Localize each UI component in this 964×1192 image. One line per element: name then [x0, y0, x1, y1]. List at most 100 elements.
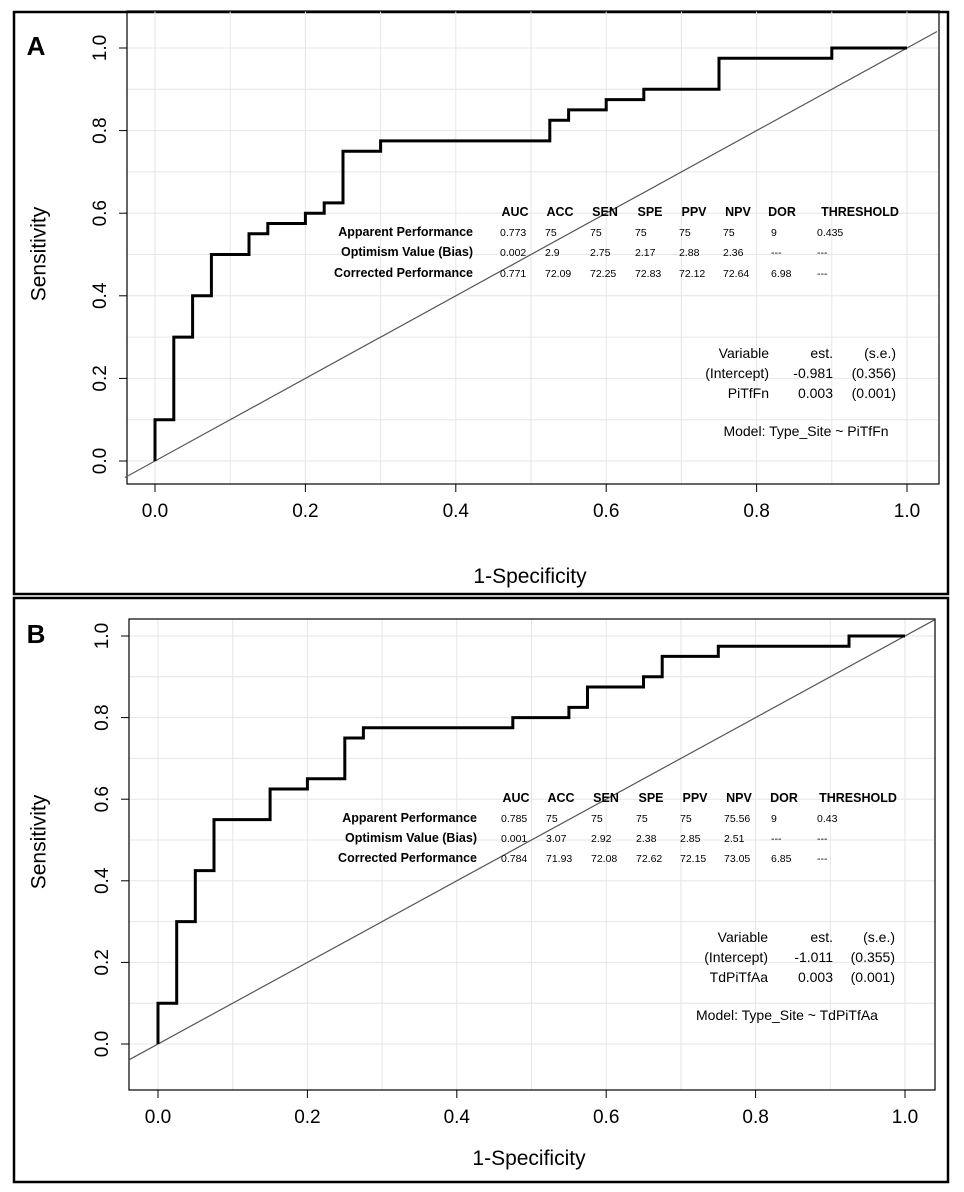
table-cell: 75 [591, 813, 603, 825]
table-cell: 73.05 [724, 853, 750, 865]
table-header-auc: AUC [502, 791, 529, 805]
panel-label: B [27, 619, 46, 649]
table-header-spe: SPE [638, 791, 663, 805]
table-cell: 0.002 [500, 247, 526, 259]
panel-label: A [27, 31, 46, 61]
y-tick-label: 0.0 [92, 1031, 113, 1057]
table-cell: 75 [635, 227, 647, 239]
table-cell: --- [817, 247, 828, 259]
table-cell: 0.771 [500, 268, 526, 280]
x-tick-label: 0.4 [444, 1107, 471, 1128]
table-cell: --- [817, 853, 828, 865]
table-header-npv: NPV [725, 205, 751, 219]
y-tick-label: 1.0 [90, 35, 111, 61]
plot-area-border [128, 618, 936, 1091]
x-tick-label: 0.8 [743, 501, 769, 522]
coef-header: (s.e.) [863, 929, 895, 945]
y-axis-label: Sensitivity [28, 206, 51, 301]
x-axis-label: 1-Specificity [473, 565, 587, 588]
table-header-sen: SEN [593, 791, 619, 805]
x-tick-label: 1.0 [894, 501, 920, 522]
table-cell: 6.85 [771, 853, 792, 865]
coef-cell: 0.003 [798, 385, 833, 401]
table-cell: 6.98 [771, 268, 792, 280]
table-cell: --- [817, 833, 828, 845]
table-row-label: Corrected Performance [334, 266, 473, 280]
panel-b: 0.0 0.2 0.4 0.6 0.8 1.0 0.0 0.2 0.4 0.6 0.8 1.0 1-Sp… [12, 596, 950, 1184]
table-cell: 0.001 [501, 833, 527, 845]
panel-a: 0.0 0.2 0.4 0.6 0.8 1.0 0.0 0.2 0.4 0.6 0.8 1.0 1-Sp… [12, 10, 950, 596]
table-row-label: Apparent Performance [338, 225, 473, 239]
coef-header: Variable [719, 345, 770, 361]
table-cell: 2.75 [590, 247, 611, 259]
table-header-npv: NPV [726, 791, 752, 805]
table-header-threshold: THRESHOLD [819, 791, 897, 805]
coef-cell: PiTfFn [728, 385, 769, 401]
coef-cell: (0.356) [852, 365, 896, 381]
coef-cell: 0.003 [798, 969, 833, 985]
y-axis-label: Sensitivity [28, 794, 51, 889]
table-cell: 75 [545, 227, 557, 239]
table-header-ppv: PPV [681, 205, 707, 219]
x-tick-label: 0.2 [294, 1107, 320, 1128]
x-tick-label: 0.8 [742, 1107, 768, 1128]
table-cell: 2.17 [635, 247, 656, 259]
y-tick-label: 0.2 [90, 365, 111, 391]
table-cell: 75 [636, 813, 648, 825]
x-tick-label: 0.2 [292, 501, 318, 522]
plot-area-border [126, 10, 940, 485]
x-tick-label: 0.6 [593, 501, 619, 522]
table-cell: 2.92 [591, 833, 612, 845]
table-row-label: Apparent Performance [342, 811, 477, 825]
table-cell: 75.56 [724, 813, 750, 825]
roc-curve-line [153, 46, 907, 461]
table-cell: 72.08 [591, 853, 617, 865]
table-cell: 75 [679, 227, 691, 239]
coef-cell: -0.981 [793, 365, 833, 381]
table-cell: 71.93 [546, 853, 572, 865]
panel-frame [12, 596, 950, 1184]
table-cell: 2.38 [636, 833, 657, 845]
table-header-dor: DOR [770, 791, 798, 805]
table-cell: 72.15 [680, 853, 706, 865]
y-tick-label: 0.2 [92, 949, 113, 975]
reference-diagonal-line [127, 619, 936, 1061]
table-row-label: Corrected Performance [338, 851, 477, 865]
coef-header: est. [810, 929, 833, 945]
y-tick-label: 0.8 [92, 704, 113, 730]
table-cell: 72.25 [590, 268, 616, 280]
table-header-threshold: THRESHOLD [821, 205, 899, 219]
y-tick-label: 1.0 [92, 623, 113, 649]
table-cell: 72.12 [679, 268, 705, 280]
table-cell: 0.785 [501, 813, 527, 825]
table-cell: 75 [546, 813, 558, 825]
table-cell: 2.85 [680, 833, 701, 845]
y-tick-label: 0.4 [90, 282, 111, 309]
panel-frame [12, 10, 950, 596]
x-tick-label: 0.0 [142, 501, 168, 522]
table-cell: 72.62 [636, 853, 662, 865]
table-header-spe: SPE [637, 205, 662, 219]
table-cell: --- [771, 833, 782, 845]
roc-curve-line [156, 634, 905, 1044]
x-tick-label: 1.0 [892, 1107, 918, 1128]
coef-cell: (0.001) [851, 969, 895, 985]
x-tick-label: 0.6 [593, 1107, 619, 1128]
coef-cell: (0.355) [851, 949, 895, 965]
table-row-label: Optimism Value (Bias) [345, 831, 477, 845]
y-tick-label: 0.0 [90, 448, 111, 474]
model-formula: Model: Type_Site ~ TdPiTfAa [696, 1007, 878, 1023]
coef-header: est. [810, 345, 833, 361]
table-cell: 75 [723, 227, 735, 239]
table-cell: 75 [680, 813, 692, 825]
table-cell: 0.773 [500, 227, 526, 239]
y-tick-label: 0.6 [92, 786, 113, 812]
table-cell: 0.784 [501, 853, 527, 865]
table-header-sen: SEN [592, 205, 618, 219]
x-tick-label: 0.4 [443, 501, 470, 522]
table-cell: 72.09 [545, 268, 571, 280]
x-axis-label: 1-Specificity [472, 1147, 586, 1170]
table-header-auc: AUC [501, 205, 528, 219]
table-cell: 9 [771, 227, 777, 239]
